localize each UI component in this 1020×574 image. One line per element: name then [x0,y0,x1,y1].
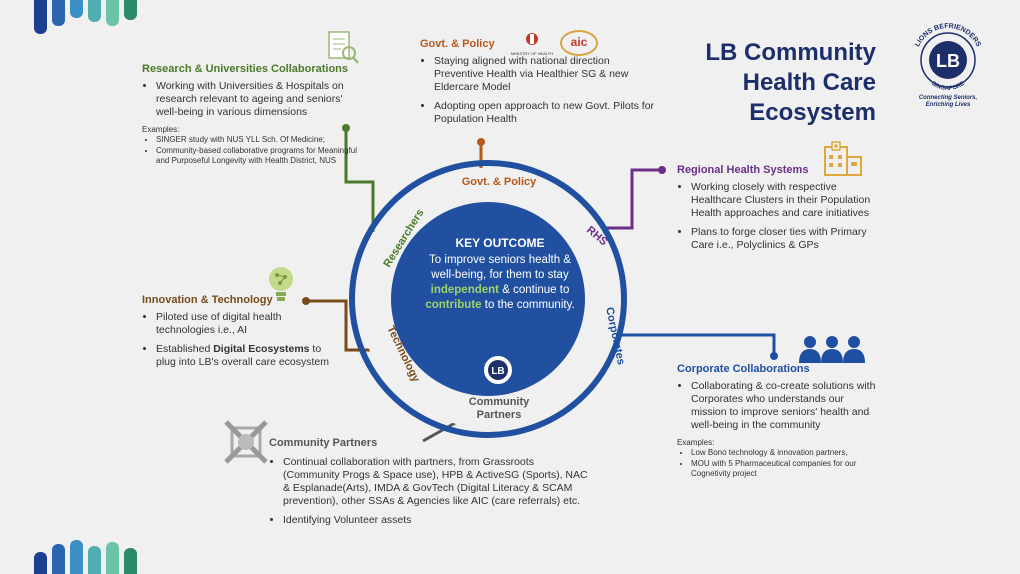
key-outcome-line-1: To improve seniors health & [429,254,571,266]
ring-label-govt: Govt. & Policy [462,176,537,188]
outer-ring [349,160,627,438]
community-bullet-2: Identifying Volunteer assets [283,514,589,527]
logo-sub: SINGAPORE [930,81,966,90]
hospital-icon [824,141,862,176]
title-line-1: LB Community [705,39,876,66]
connector-rhs [606,168,662,230]
connector-govt-dot [477,138,485,146]
decorative-bars-top [34,0,137,34]
innovation-heading: Innovation & Technology [142,294,273,306]
community-bullet-1: Continual collaboration with partners, f… [283,456,589,508]
research-bullet-1: Working with Universities & Hospitals on… [156,80,357,119]
moh-emblem-icon [526,33,538,45]
highlight-independent: independent [430,284,500,296]
corporate-heading: Corporate Collaborations [677,363,810,375]
corporate-examples-label: Examples: [677,438,715,447]
key-outcome: KEY OUTCOME To improve seniors health & … [414,236,586,313]
center-lb-badge-inner [488,360,508,380]
research-examples-label: Examples: [142,125,180,134]
rhs-bullet-1: Working closely with respective Healthca… [691,181,877,220]
page-title: LB Community Health Care Ecosystem [640,38,876,128]
title-line-2: Health Care [742,69,876,96]
handshake-puzzle-icon [224,420,268,464]
community-section: Community Partners Continual collaborati… [269,437,589,533]
key-outcome-line-3: independent & continue to [414,283,586,298]
corporate-section: Corporate Collaborations Collaborating &… [677,363,877,480]
govt-bullets: Staying aligned with national direction … [420,55,660,126]
govt-bullet-2: Adopting open approach to new Govt. Pilo… [434,100,660,126]
key-outcome-text: To improve seniors health & well-being, … [414,253,586,313]
key-outcome-circle [391,202,585,396]
decorative-bars-bottom [34,540,137,574]
lb-logo: LIONS BEFRIENDERS LB SINGAPORE Connectin… [908,20,988,109]
innovation-bullet-1: Piloted use of digital health technologi… [156,311,342,337]
research-doc-icon [328,31,359,64]
innovation-bullet-2-pre: Established [156,343,214,355]
research-example-2: Community-based collaborative programs f… [156,146,357,166]
corporate-bullets: Collaborating & co-create solutions with… [677,380,877,432]
community-heading: Community Partners [269,437,378,449]
corporate-bullet-1: Collaborating & co-create solutions with… [691,380,877,432]
center-lb-initials: LB [491,366,504,377]
ring-label-community-1: Community [469,396,530,408]
corporate-examples: Low Bono technology & innovation partner… [677,448,877,479]
moh-logo-text: MINISTRY OF HEALTH [510,51,554,56]
govt-bullet-1: Staying aligned with national direction … [434,55,660,94]
innovation-bullet-2-bold: Digital Ecosystems [213,343,310,355]
govt-section: Govt. & Policy Staying aligned with nati… [420,38,660,132]
research-heading: Research & Universities Collaborations [142,63,349,75]
connector-corporate-dot [770,352,778,360]
ring-label-community-2: Partners [477,409,522,421]
connector-community [422,421,456,443]
rhs-bullet-2: Plans to forge closer ties with Primary … [691,226,877,252]
rhs-section: Regional Health Systems Working closely … [677,164,877,258]
innovation-bullet-2: Established Digital Ecosystems to plug i… [156,343,342,369]
title-line-3: Ecosystem [749,99,876,126]
key-outcome-end: to the community. [481,299,575,311]
corporate-example-2: MOU with 5 Pharmaceutical companies for … [691,459,877,479]
research-example-1: SINGER study with NUS YLL Sch. Of Medici… [156,135,357,145]
highlight-contribute: contribute [425,299,482,311]
research-section: Research & Universities Collaborations W… [142,63,357,167]
research-examples: SINGER study with NUS YLL Sch. Of Medici… [142,135,357,166]
connector-rhs-dot [658,166,666,174]
key-outcome-heading: KEY OUTCOME [455,236,545,250]
connector-research-dot [342,124,350,132]
rhs-bullets: Working closely with respective Healthca… [677,181,877,252]
connector-corporate [616,333,776,356]
aic-logo: aic [560,30,598,56]
rhs-heading: Regional Health Systems [677,164,809,176]
lightbulb-icon [269,267,293,301]
innovation-section: Innovation & Technology Piloted use of d… [142,294,342,375]
connector-innovation-dot [302,297,310,305]
key-outcome-mid: & continue to [499,284,570,296]
moh-logo: MINISTRY OF HEALTH [510,32,554,56]
key-outcome-line-4: contribute to the community. [414,298,586,313]
logo-tagline-2: Enriching Lives [925,102,971,108]
connector-research [344,128,375,232]
innovation-bullets: Piloted use of digital health technologi… [142,311,342,369]
logo-tagline: Connecting Seniors, Enriching Lives [908,95,988,109]
community-bullets: Continual collaboration with partners, f… [269,456,589,527]
research-bullets: Working with Universities & Hospitals on… [142,80,357,119]
lb-logo-emblem: LIONS BEFRIENDERS LB SINGAPORE [914,23,982,92]
innovation-bullet-2-post: to plug into LB's overall care ecosystem [156,343,330,368]
govt-heading: Govt. & Policy [420,38,495,50]
key-outcome-line-2: well-being, for them to stay [431,269,569,281]
logo-initials: LB [936,51,960,71]
logo-tagline-1: Connecting Seniors, [918,95,978,101]
corporate-example-1: Low Bono technology & innovation partner… [691,448,877,458]
people-group-icon [799,336,865,363]
